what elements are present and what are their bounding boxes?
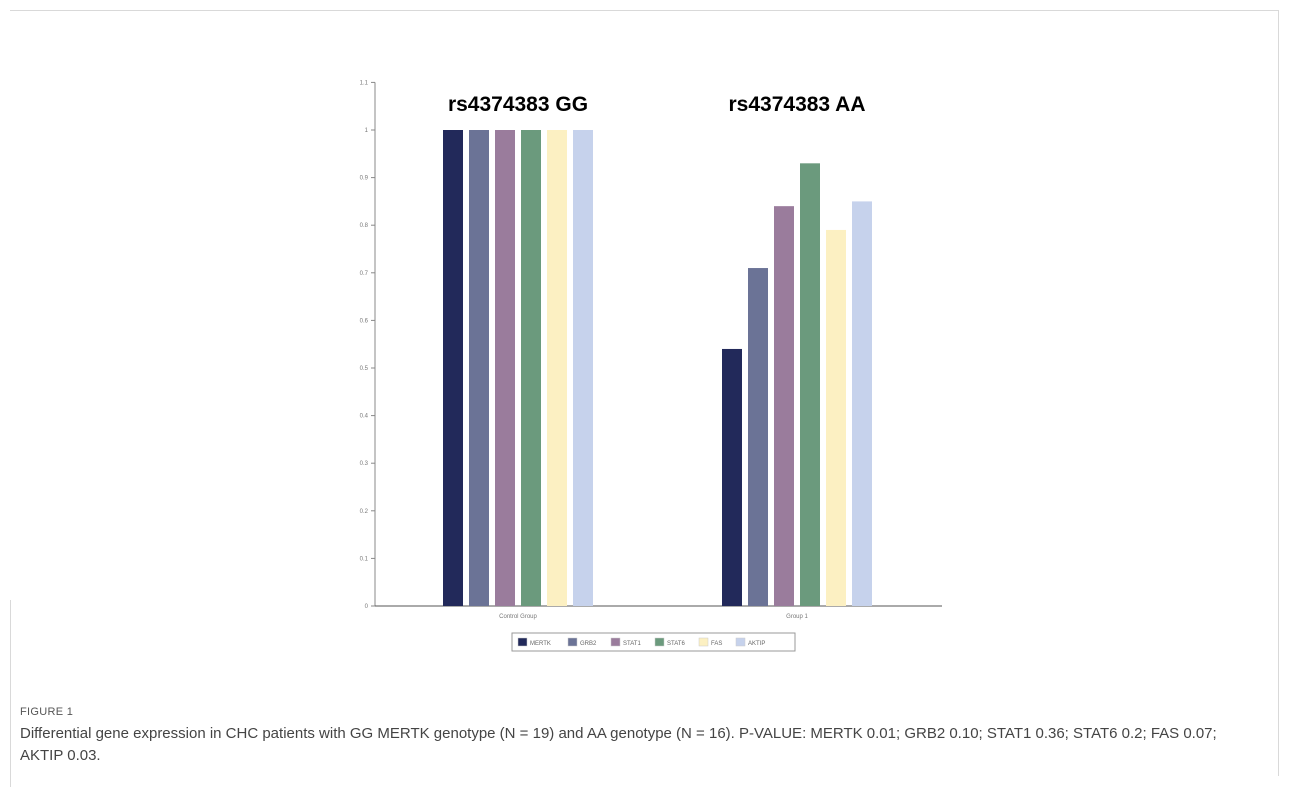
figure-label: FIGURE 1 (20, 706, 74, 718)
legend-swatch-stat6 (654, 637, 665, 647)
x-category-label: Group 1 (786, 614, 808, 620)
legend-swatch-fas (698, 637, 709, 647)
bar-stat6-1 (521, 130, 541, 606)
legend-swatch-aktip (735, 637, 746, 647)
legend-label-grb2: GRB2 (580, 641, 597, 647)
bar-fas-1 (547, 130, 567, 606)
y-tick-label: 0.8 (360, 223, 369, 229)
bar-aktip-2 (852, 201, 872, 606)
bar-grb2-1 (469, 130, 489, 606)
figure-frame (10, 10, 1279, 776)
legend-label-aktip: AKTIP (748, 641, 765, 647)
group-title: rs4374383 AA (729, 93, 866, 116)
y-tick-label: 1 (365, 128, 369, 134)
legend-label-stat6: STAT6 (667, 641, 685, 647)
y-tick-label: 0.2 (360, 509, 369, 515)
y-tick-label: 0.3 (360, 461, 369, 467)
bar-stat1-2 (774, 206, 794, 606)
y-tick-label: 0 (365, 604, 369, 610)
legend-swatch-grb2 (567, 637, 578, 647)
y-tick-label: 0.9 (360, 176, 369, 182)
legend-label-stat1: STAT1 (623, 641, 641, 647)
bar-fas-2 (826, 229, 846, 606)
y-tick-label: 0.5 (360, 366, 369, 372)
y-tick-label: 1.1 (360, 80, 369, 86)
y-tick-label: 0.7 (360, 271, 369, 277)
bar-stat1-1 (495, 130, 515, 606)
y-tick-label: 0.6 (360, 318, 369, 324)
bar-aktip-1 (573, 130, 593, 606)
legend-label-mertk: MERTK (530, 641, 551, 647)
bar-mertk-1 (443, 130, 463, 606)
bar-chart: 0 0.1 0.2 0.3 0.4 0.5 0.6 0.7 0.8 0.9 1 1.1 Control … (360, 80, 942, 652)
legend-box (511, 632, 796, 652)
figure-frame-left-edge (10, 600, 11, 787)
y-tick-label: 0.1 (360, 556, 369, 562)
group-title: rs4374383 GG (448, 93, 588, 116)
bar-stat6-2 (800, 163, 820, 606)
bar-mertk-2 (722, 348, 742, 606)
figure-caption: Differential gene expression in CHC pati… (20, 725, 1217, 764)
bar-grb2-2 (748, 268, 768, 606)
legend-label-fas: FAS (711, 641, 722, 647)
legend-swatch-stat1 (610, 637, 621, 647)
x-category-label: Control Group (499, 614, 537, 620)
legend-swatch-mertk (517, 637, 528, 647)
y-tick-label: 0.4 (360, 414, 369, 420)
